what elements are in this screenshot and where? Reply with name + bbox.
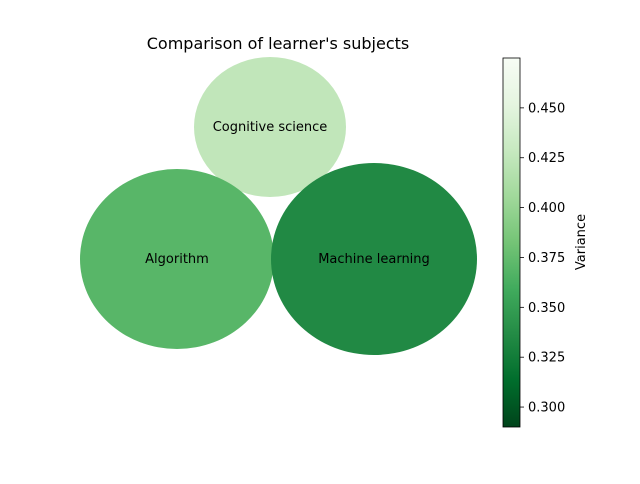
colorbar-tick-label: 0.350 (528, 301, 565, 316)
colorbar: 0.300 0.325 0.350 0.375 0.400 0.425 0.450 Vari… (502, 57, 589, 428)
colorbar-tick-label: 0.375 (528, 251, 565, 266)
colorbar-tick-label: 0.325 (528, 351, 565, 366)
colorbar-gradient (502, 57, 521, 428)
bubble-cognitive-science (194, 57, 346, 197)
bubble-machine-learning (271, 163, 477, 355)
chart-title: Comparison of learner's subjects (147, 34, 410, 53)
colorbar-ticks: 0.300 0.325 0.350 0.375 0.400 0.425 0.450 (520, 101, 565, 416)
colorbar-tick-label: 0.450 (528, 101, 565, 116)
colorbar-tick-label: 0.300 (528, 401, 565, 416)
colorbar-label: Variance (574, 214, 589, 270)
colorbar-tick-label: 0.400 (528, 201, 565, 216)
bubble-algorithm (80, 169, 274, 349)
bubble-layer: Cognitive science Algorithm Machine learni… (80, 57, 477, 355)
bubble-label-algorithm: Algorithm (145, 252, 209, 267)
bubble-label-cognitive-science: Cognitive science (213, 120, 328, 135)
bubble-label-machine-learning: Machine learning (318, 252, 430, 267)
colorbar-tick-label: 0.425 (528, 151, 565, 166)
